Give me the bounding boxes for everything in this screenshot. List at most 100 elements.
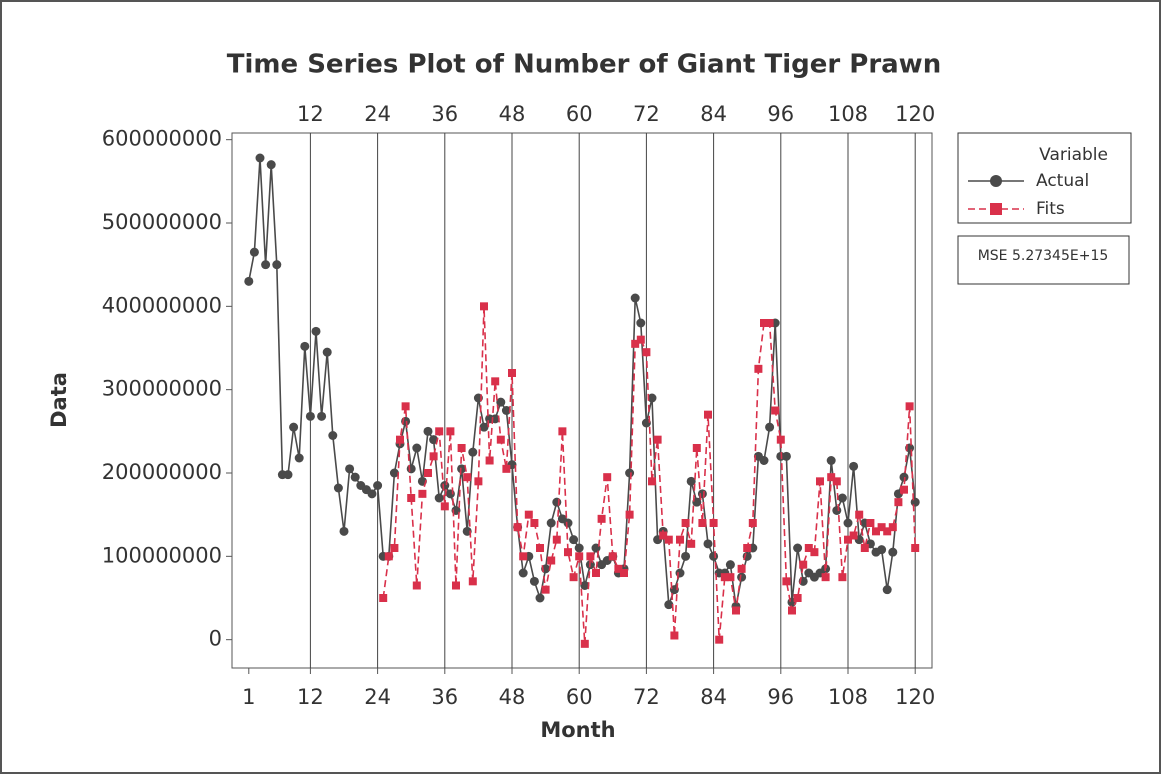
- point: [373, 481, 383, 490]
- point: [703, 539, 713, 549]
- point: [261, 260, 271, 270]
- x-tick-label: 120: [895, 685, 935, 709]
- point: [676, 535, 684, 544]
- point: [625, 510, 634, 519]
- point: [725, 560, 735, 570]
- point: [664, 600, 674, 610]
- point: [401, 402, 410, 411]
- point: [300, 341, 310, 351]
- point: [457, 444, 466, 452]
- x-tick-label: 1: [242, 685, 255, 709]
- point: [345, 464, 355, 474]
- point: [687, 539, 696, 548]
- point: [574, 543, 584, 553]
- point: [412, 581, 421, 590]
- point: [283, 470, 293, 480]
- point: [748, 519, 757, 527]
- point: [322, 347, 332, 357]
- point: [508, 369, 516, 377]
- x2-tick-label: 12: [297, 102, 324, 126]
- point: [670, 631, 679, 640]
- point: [860, 544, 869, 552]
- x-tick-label: 60: [566, 685, 593, 709]
- point: [249, 247, 259, 257]
- point: [743, 544, 752, 552]
- point: [883, 527, 892, 536]
- point: [333, 483, 343, 493]
- y-tick-label: 300000000: [102, 377, 222, 401]
- point: [501, 406, 511, 415]
- point: [429, 435, 439, 445]
- point: [737, 564, 746, 573]
- point: [877, 545, 887, 555]
- point: [760, 319, 768, 327]
- point: [888, 523, 897, 532]
- point: [849, 531, 858, 540]
- point: [519, 552, 528, 561]
- point: [580, 581, 590, 590]
- point: [429, 452, 438, 461]
- point: [905, 402, 914, 411]
- x2-tick-label: 48: [499, 102, 526, 126]
- point: [440, 481, 450, 490]
- point: [827, 473, 836, 482]
- point: [496, 397, 506, 407]
- chart-title: Time Series Plot of Number of Giant Tige…: [227, 50, 941, 80]
- point: [659, 531, 668, 540]
- legend-marker: [990, 203, 1002, 215]
- point: [681, 551, 691, 561]
- x2-tick-label: 84: [700, 102, 727, 126]
- x2-tick-label: 72: [633, 102, 660, 126]
- plot-frame: [231, 132, 933, 669]
- point: [765, 422, 775, 432]
- point: [389, 468, 399, 478]
- point: [536, 544, 544, 552]
- point: [681, 519, 690, 527]
- point: [900, 485, 908, 494]
- x2-tick-label: 108: [828, 102, 868, 126]
- point: [569, 535, 579, 545]
- point: [339, 526, 349, 536]
- point: [793, 594, 802, 602]
- point: [272, 260, 282, 270]
- point: [552, 535, 561, 544]
- point: [496, 435, 505, 444]
- point: [782, 577, 791, 586]
- point: [697, 489, 707, 499]
- point: [479, 422, 489, 432]
- point: [816, 477, 824, 486]
- point: [888, 547, 898, 557]
- point: [474, 477, 483, 486]
- point: [899, 472, 909, 482]
- point: [855, 510, 864, 519]
- x-tick-label: 108: [828, 685, 868, 709]
- point: [529, 576, 539, 586]
- legend-title: Variable: [1039, 145, 1108, 165]
- x-axis-label: Month: [540, 718, 615, 742]
- point: [759, 456, 769, 465]
- point: [575, 552, 584, 561]
- point: [580, 639, 589, 648]
- point: [686, 476, 696, 486]
- point: [289, 422, 299, 432]
- point: [390, 544, 399, 552]
- point: [255, 153, 265, 163]
- point: [832, 477, 841, 486]
- point: [440, 502, 449, 511]
- point: [424, 469, 432, 477]
- point: [350, 472, 360, 482]
- point: [491, 377, 500, 386]
- point: [305, 411, 315, 421]
- legend-marker: [990, 175, 1002, 187]
- point: [648, 477, 656, 486]
- point: [418, 489, 427, 498]
- point: [832, 506, 842, 515]
- x-tick-label: 96: [767, 685, 794, 709]
- point: [445, 489, 455, 499]
- x-tick-label: 48: [499, 685, 526, 709]
- point: [704, 410, 712, 419]
- point: [776, 435, 785, 444]
- point: [631, 339, 640, 348]
- x2-tick-label: 36: [431, 102, 458, 126]
- point: [894, 498, 903, 507]
